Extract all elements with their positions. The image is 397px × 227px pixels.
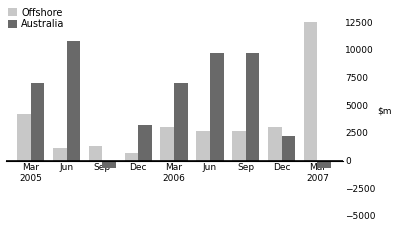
Bar [17,114,31,160]
Bar [210,53,224,160]
Bar [53,148,67,160]
Bar [232,131,246,160]
Legend: Offshore, Australia: Offshore, Australia [6,7,66,30]
Bar [102,160,116,168]
Bar [318,160,331,168]
Bar [89,146,102,160]
Bar [268,127,281,160]
Bar [246,53,259,160]
Bar [304,22,318,160]
Bar [67,41,80,160]
Bar [160,127,174,160]
Y-axis label: $m: $m [377,106,391,115]
Bar [196,131,210,160]
Bar [125,153,138,160]
Bar [281,136,295,160]
Bar [138,125,152,160]
Bar [174,83,188,160]
Bar [31,83,44,160]
